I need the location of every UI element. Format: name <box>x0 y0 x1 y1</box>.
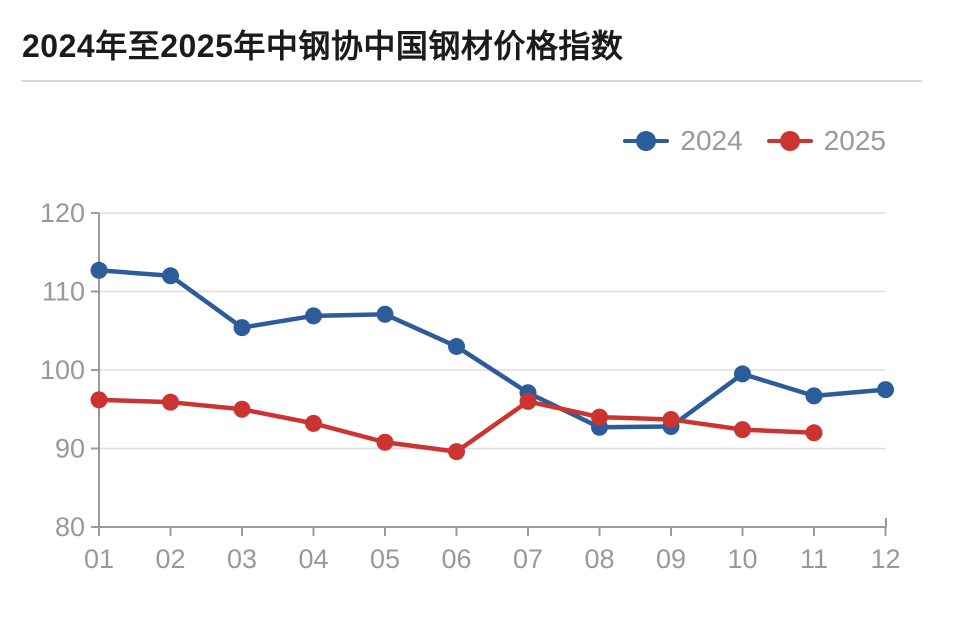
data-point-2024 <box>734 365 751 383</box>
legend-item-2025[interactable]: 2025 <box>766 125 886 156</box>
legend-label-2025: 2025 <box>823 125 886 156</box>
y-tick-label: 120 <box>40 198 85 228</box>
data-point-2024 <box>877 381 894 399</box>
data-point-2025 <box>591 408 608 426</box>
data-point-2025 <box>90 391 108 409</box>
series-line-2024 <box>96 268 888 430</box>
data-point-2024 <box>448 337 465 355</box>
y-tick-label: 100 <box>40 355 85 385</box>
x-tick-label: 12 <box>870 544 900 574</box>
chart-legend: 2024 2025 <box>0 127 886 155</box>
data-point-2025 <box>448 443 465 461</box>
data-point-2024 <box>805 387 823 405</box>
y-tick-label: 80 <box>55 512 85 542</box>
x-tick-label: 06 <box>441 544 471 574</box>
x-tick-label: 01 <box>84 544 114 574</box>
x-tick-label: 09 <box>656 544 686 574</box>
x-tick-label: 03 <box>227 544 257 574</box>
data-point-2024 <box>233 319 251 337</box>
data-point-2025 <box>305 414 322 432</box>
x-tick-label: 07 <box>513 544 543 574</box>
data-point-2025 <box>162 393 179 411</box>
data-point-2025 <box>233 400 251 418</box>
x-tick-label: 04 <box>298 544 328 574</box>
x-tick-label: 02 <box>155 544 185 574</box>
page-title: 2024年至2025年中钢协中国钢材价格指数 <box>22 28 624 64</box>
x-tick-label: 05 <box>370 544 400 574</box>
x-tick-label: 10 <box>727 544 757 574</box>
data-point-2025 <box>805 424 823 442</box>
legend-label-2024: 2024 <box>680 125 743 156</box>
data-point-2024 <box>376 305 394 323</box>
data-point-2025 <box>734 421 751 439</box>
y-tick-label: 110 <box>42 277 85 307</box>
data-point-2025 <box>519 392 537 410</box>
x-tick-label: 11 <box>800 544 828 574</box>
data-point-2025 <box>376 433 394 451</box>
data-point-2024 <box>90 261 108 279</box>
data-point-2024 <box>162 267 179 285</box>
legend-item-2024[interactable]: 2024 <box>623 125 743 156</box>
data-point-2025 <box>662 410 680 428</box>
legend-2024-line-dot-icon <box>623 130 670 152</box>
x-tick-label: 08 <box>584 544 614 574</box>
data-point-2024 <box>305 307 322 325</box>
title-divider <box>21 80 922 82</box>
y-tick-label: 90 <box>55 434 85 464</box>
legend-2025-line-dot-icon <box>766 130 813 152</box>
